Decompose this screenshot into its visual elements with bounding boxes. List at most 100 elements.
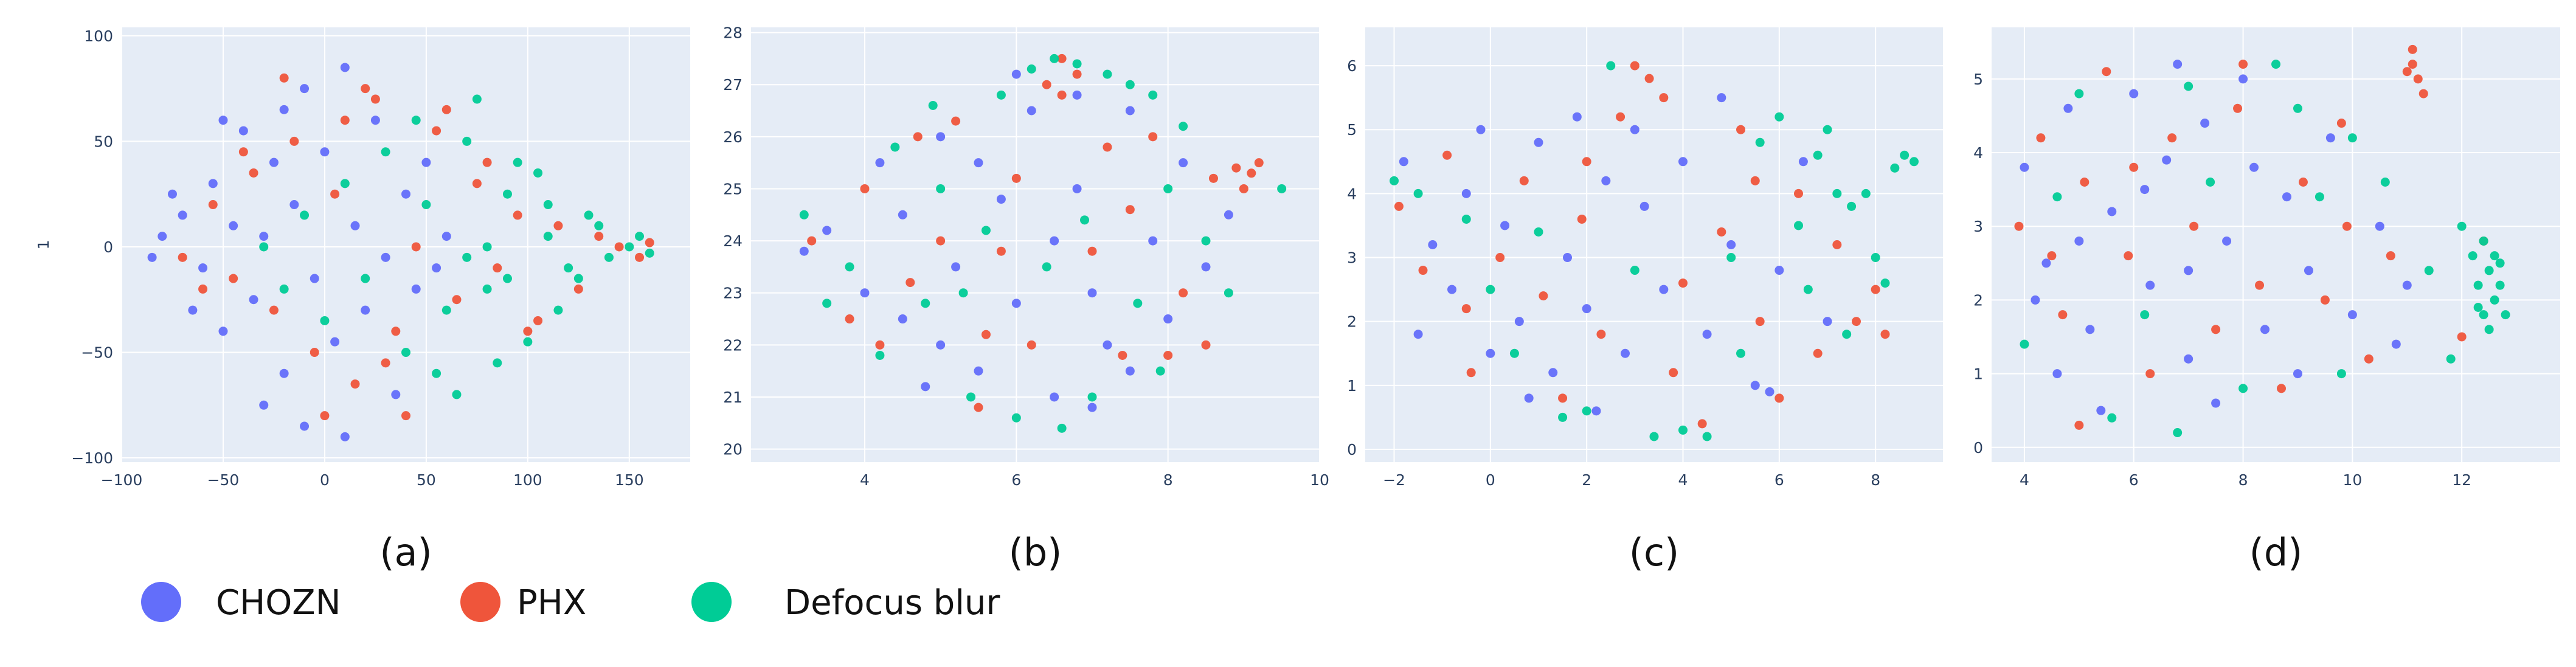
scatter-point [2184,81,2193,91]
scatter-point [350,221,360,230]
panel-caption: (b) [1009,530,1062,575]
scatter-point [2222,236,2232,246]
scatter-point [1486,348,1495,358]
panel-caption: (a) [379,530,432,575]
scatter-point [2490,295,2499,305]
scatter-point [2391,339,2401,349]
scatter-point [2495,280,2505,290]
y-tick-label: 5 [1347,121,1357,139]
scatter-point [913,132,923,142]
scatter-point [1558,393,1568,403]
scatter-point [2484,266,2494,275]
scatter-point [1042,80,1051,89]
scatter-point [533,168,543,178]
scatter-point [1909,157,1919,167]
scatter-point [1524,393,1534,403]
scatter-point [1442,150,1452,160]
scatter-point [350,379,360,389]
y-tick-label: 24 [723,232,743,250]
scatter-point [2140,310,2150,320]
scatter-point [2260,325,2270,334]
scatter-point [564,263,573,273]
scatter-point [259,232,269,241]
scatter-point [300,84,310,94]
scatter-point [1630,61,1639,71]
scatter-point [340,63,350,72]
scatter-point [1861,188,1871,198]
scatter-point [1563,253,1572,263]
scatter-point [2408,44,2417,54]
scatter-point [391,390,401,399]
scatter-point [482,157,492,167]
scatter-point [1011,299,1021,308]
scatter-point [2020,162,2029,172]
scatter-point [208,200,218,210]
scatter-point [1736,348,1745,358]
panel-caption: (d) [2249,530,2303,575]
scatter-point [2173,60,2183,69]
scatter-point [2336,369,2346,379]
scatter-point [279,73,289,83]
scatter-point [1659,285,1669,294]
scatter-point [1163,314,1173,324]
scatter-point [1148,236,1158,246]
x-tick-label: 50 [417,471,436,489]
scatter-point [625,242,634,252]
scatter-point [799,210,809,219]
scatter-point [2293,369,2302,379]
scatter-point [584,210,594,220]
y-tick-label: 5 [1973,71,1983,88]
scatter-point [875,350,885,360]
scatter-point [1726,240,1736,249]
scatter-point [2315,192,2324,202]
scatter-point [279,105,289,114]
scatter-point [1813,348,1823,358]
panel-captions: (a) (b) (c) (d) [379,530,2302,575]
legend: CHOZN PHX Defocus blur [141,582,1000,623]
scatter-point [1428,240,1438,249]
scatter-point [1148,132,1158,142]
scatter-point [1509,348,1519,358]
y-tick-label: 0 [103,238,113,256]
scatter-point [421,157,431,167]
scatter-point [981,330,991,339]
x-tick-label: 6 [1774,471,1784,489]
scatter-point [1591,406,1601,416]
scatter-point [594,221,604,230]
scatter-point [441,305,451,315]
scatter-point [1847,201,1857,211]
scatter-point [2173,428,2183,438]
scatter-point [594,232,604,241]
scatter-point [1201,262,1211,272]
scatter-point [2325,133,2335,143]
scatter-point [966,392,976,402]
scatter-point [1057,90,1067,100]
scatter-point [452,390,462,399]
scatter-point [2347,310,2357,320]
scatter-point [381,358,390,368]
scatter-point [178,252,187,262]
scatter-point [2184,354,2193,364]
scatter-point [269,305,279,315]
scatter-point [411,284,421,294]
scatter-point [921,382,930,392]
y-tick-label: 28 [723,24,743,42]
scatter-point [1697,419,1707,429]
x-tick-label: 8 [1871,471,1880,489]
scatter-point [822,226,832,235]
y-tick-label: 100 [84,27,113,45]
x-tick-label: 4 [860,471,870,489]
x-tick-label: 0 [1486,471,1495,489]
x-tick-label: 4 [2020,471,2029,489]
scatter-point [279,284,289,294]
scatter-point [300,210,310,220]
scatter-point [259,400,269,410]
series-chozn [2020,60,2412,415]
scatter-point [1644,74,1654,83]
scatter-point [340,116,350,125]
scatter-point [198,263,208,273]
scatter-point [2014,221,2024,231]
scatter-point [188,305,198,315]
legend-marker [691,582,732,622]
